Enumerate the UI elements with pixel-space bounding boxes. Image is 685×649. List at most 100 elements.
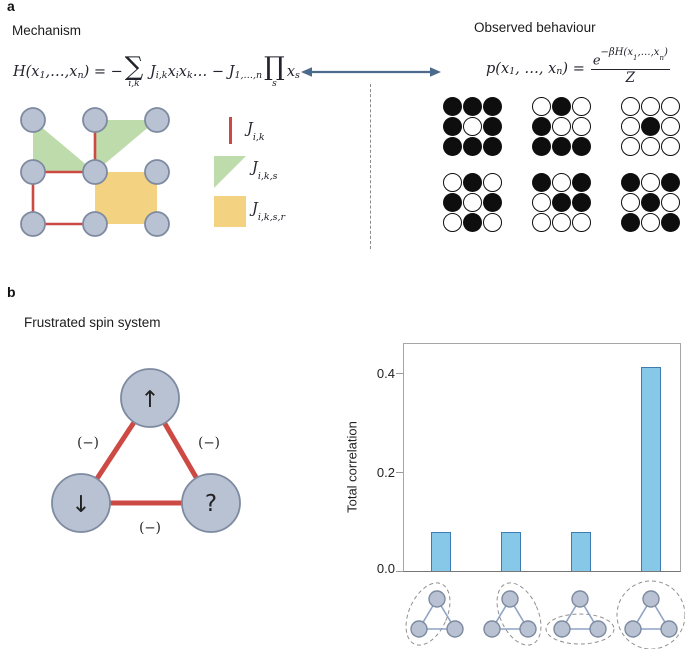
spin-grid xyxy=(443,97,502,156)
spin-cell xyxy=(443,213,462,232)
four-body-patch xyxy=(95,172,157,224)
arrow-left-head xyxy=(301,67,312,77)
chart-bar xyxy=(501,532,521,571)
mini-node xyxy=(519,620,537,638)
interaction-lattice xyxy=(20,107,170,237)
edge-label-bottom: (−) xyxy=(139,520,161,536)
legend-triplet-label: Ji,k,s xyxy=(252,160,278,182)
eq-part: x xyxy=(286,64,296,81)
mini-node xyxy=(589,620,607,638)
legend-pairwise-symbol xyxy=(229,117,232,144)
legend-quadruplet-symbol xyxy=(214,196,246,227)
spin-cell xyxy=(463,137,482,156)
three-body-patch xyxy=(95,120,157,172)
mini-node xyxy=(624,620,642,638)
spin-cell xyxy=(483,117,502,136)
spin-node-top xyxy=(120,368,180,428)
spin-cell xyxy=(661,137,680,156)
spin-cell xyxy=(621,173,640,192)
fraction: e−βH(x1,…,xn) Z xyxy=(590,48,670,87)
y-axis-label: Total correlation xyxy=(344,421,360,513)
spin-cell xyxy=(621,137,640,156)
spin-cell xyxy=(552,97,571,116)
eq-part: x xyxy=(178,64,187,81)
eq-part: n xyxy=(77,69,84,81)
spin-cell xyxy=(552,137,571,156)
mini-node xyxy=(428,590,446,608)
chart-bar xyxy=(431,532,451,571)
legend-pairwise-label: Ji,k xyxy=(247,121,265,143)
eq-part: ) = xyxy=(562,60,585,77)
fraction-bar xyxy=(590,69,670,71)
y-tick-mark xyxy=(396,571,403,572)
spin-grid xyxy=(532,173,591,232)
spin-cell xyxy=(463,193,482,212)
eq-part: n xyxy=(556,66,563,78)
y-tick-label: 0.4 xyxy=(376,366,395,381)
y-tick-mark xyxy=(396,373,403,374)
y-tick-mark xyxy=(396,472,403,473)
mini-node xyxy=(553,620,571,638)
eq-part: i xyxy=(175,69,179,81)
spin-cell xyxy=(621,193,640,212)
lattice-node xyxy=(20,211,46,237)
lattice-node xyxy=(144,159,170,185)
spin-cell xyxy=(463,173,482,192)
mechanism-title: Mechanism xyxy=(12,23,82,38)
eq-part: 1,…,n xyxy=(234,69,263,81)
spin-node-bottom-left xyxy=(51,473,111,533)
spin-cell xyxy=(552,213,571,232)
spin-cell xyxy=(572,97,591,116)
chart-bar xyxy=(641,367,661,571)
behaviour-grids xyxy=(443,97,680,232)
marginal-ellipse xyxy=(545,613,615,645)
spin-cell xyxy=(661,193,680,212)
plot-area xyxy=(403,343,681,572)
category-diagram-pair-bottom xyxy=(545,590,615,645)
spin-cell xyxy=(552,173,571,192)
spin-cell xyxy=(463,117,482,136)
eq-part: 1 xyxy=(39,69,46,81)
mechanism-behaviour-arrow xyxy=(301,67,441,77)
spin-cell xyxy=(532,137,551,156)
spin-triangle-diagram: ↑ ↓ ? (−) (−) (−) xyxy=(51,368,241,536)
spin-cell xyxy=(621,97,640,116)
eq-part: 1 xyxy=(509,66,516,78)
eq-part: p(x xyxy=(486,60,510,77)
spin-cell xyxy=(483,173,502,192)
spin-cell xyxy=(641,117,660,136)
eq-part: k xyxy=(186,69,193,81)
spin-up-glyph: ↑ xyxy=(140,387,159,413)
spin-cell xyxy=(572,173,591,192)
edge-label-left: (−) xyxy=(77,435,99,451)
panel-b-label: b xyxy=(7,284,16,300)
spin-cell xyxy=(661,117,680,136)
spin-cell xyxy=(483,193,502,212)
spin-cell xyxy=(572,213,591,232)
section-divider xyxy=(370,84,371,249)
mini-node xyxy=(571,590,589,608)
chart-bar xyxy=(571,532,591,571)
mini-node xyxy=(483,620,501,638)
eq-part: ) = − xyxy=(83,64,123,81)
spin-cell xyxy=(621,213,640,232)
spin-cell xyxy=(532,97,551,116)
frustrated-spin-title: Frustrated spin system xyxy=(24,315,161,330)
spin-cell xyxy=(641,137,660,156)
spin-down-glyph: ↓ xyxy=(71,492,90,518)
spin-unknown-glyph: ? xyxy=(205,491,217,517)
spin-grid xyxy=(621,97,680,156)
fraction-denominator: Z xyxy=(625,70,636,87)
spin-cell xyxy=(532,193,551,212)
spin-cell xyxy=(463,213,482,232)
category-diagram-pair-left xyxy=(405,582,464,646)
eq-part: x xyxy=(167,64,176,81)
spin-cell xyxy=(641,193,660,212)
mini-node xyxy=(446,620,464,638)
spin-cell xyxy=(552,193,571,212)
spin-cell xyxy=(552,117,571,136)
eq-part: … − J xyxy=(192,64,235,81)
lattice-node xyxy=(144,107,170,133)
spin-cell xyxy=(661,97,680,116)
spin-cell xyxy=(572,117,591,136)
